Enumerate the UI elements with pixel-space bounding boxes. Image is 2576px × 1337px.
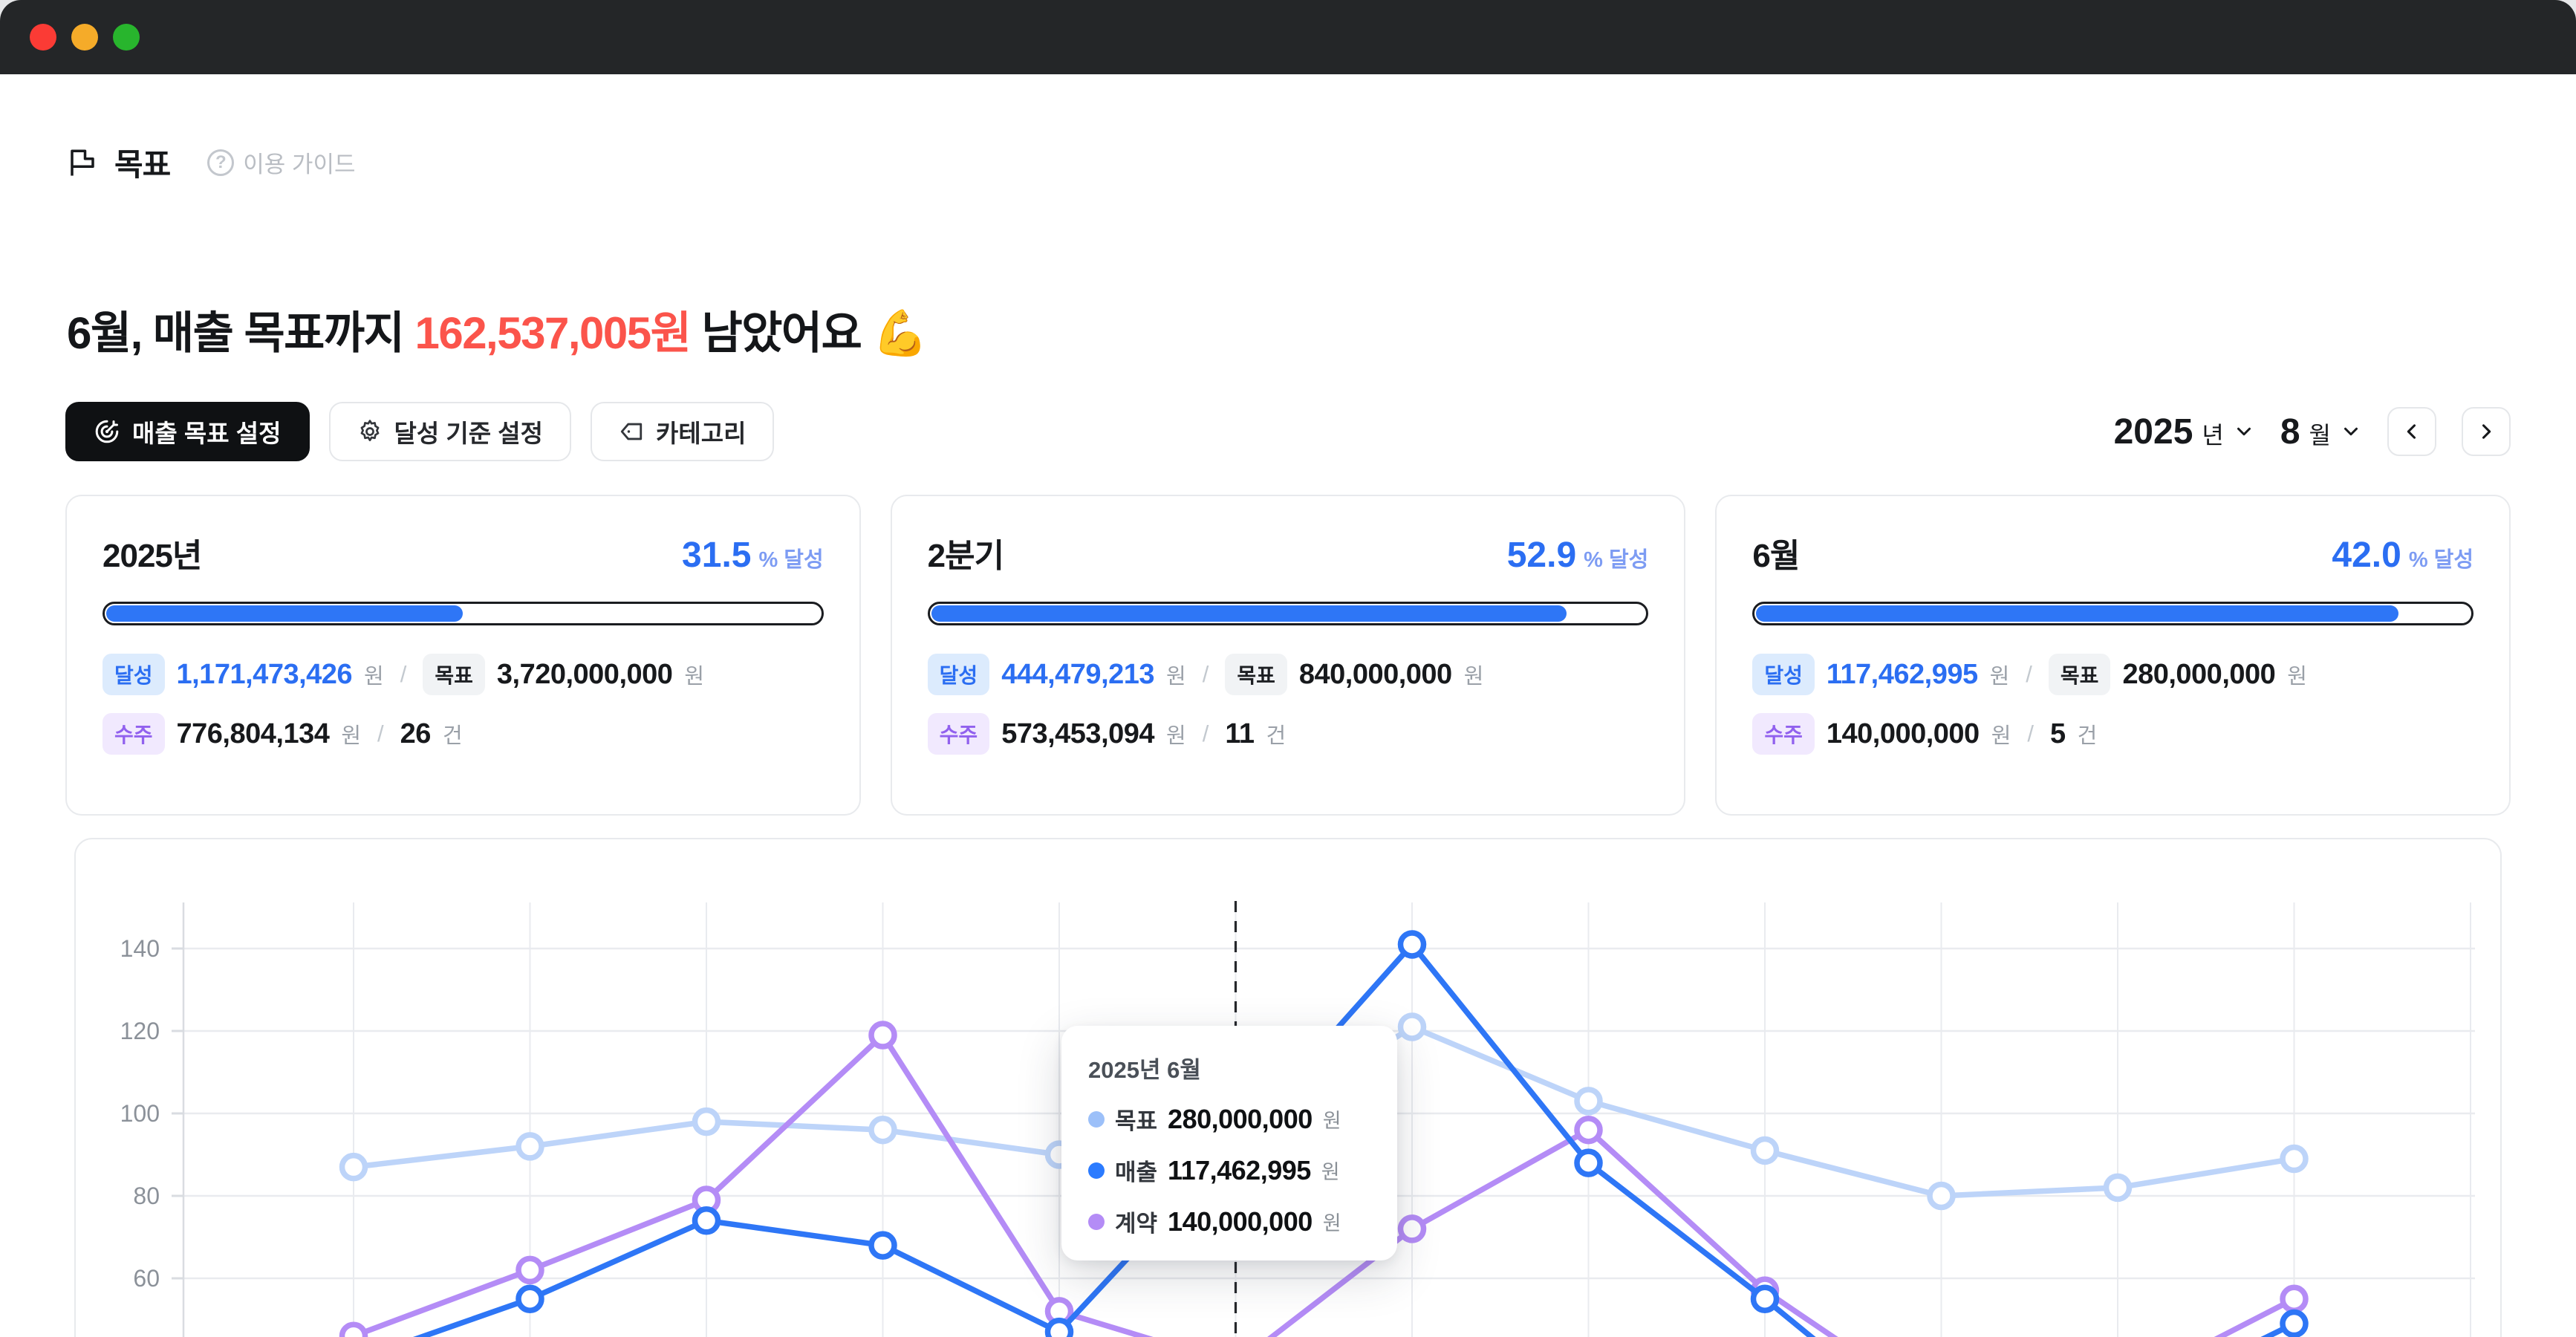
card-title: 2분기	[927, 538, 1004, 574]
orders-badge: 수주	[103, 713, 165, 755]
target-badge: 목표	[423, 654, 485, 695]
achieved-badge: 달성	[1752, 654, 1815, 695]
sales-series-dot	[1088, 1162, 1105, 1179]
achievement-percent: 52.9% 달성	[1506, 536, 1649, 575]
progress-bar	[1752, 602, 2474, 625]
prev-month-button[interactable]	[2387, 407, 2436, 456]
svg-text:100: 100	[120, 1100, 160, 1127]
achieved-value: 444,479,213	[1001, 658, 1155, 690]
target-badge: 목표	[1225, 654, 1287, 695]
achieved-value: 1,171,473,426	[176, 658, 353, 690]
chevron-down-icon	[2237, 427, 2251, 436]
headline-prefix: 6월, 매출 목표까지	[67, 308, 415, 358]
set-sales-goal-button[interactable]: 매출 목표 설정	[65, 402, 310, 461]
chart-tooltip: 2025년 6월 목표 280,000,000 원 매출 117,462,995…	[1061, 1026, 1397, 1260]
tag-icon	[619, 419, 644, 444]
next-month-button[interactable]	[2462, 407, 2511, 456]
contract-series-dot	[1088, 1213, 1105, 1230]
tooltip-title: 2025년 6월	[1088, 1057, 1201, 1083]
chevron-down-icon	[2344, 427, 2358, 436]
orders-row: 수주 776,804,134 원 / 26 건	[103, 713, 824, 755]
minimize-window-button[interactable]	[71, 24, 98, 51]
target-badge: 목표	[2048, 654, 2111, 695]
chevron-left-icon	[2407, 424, 2416, 439]
achieved-vs-target-row: 달성 117,462,995 원 / 목표 280,000,000 원	[1752, 654, 2473, 695]
card-title: 6월	[1752, 538, 1800, 574]
gear-icon	[357, 419, 383, 444]
orders-count: 11	[1225, 718, 1255, 749]
goal-trend-chart-card: 140120100806040 2025년 6월 목표 280,000,000 …	[74, 838, 2502, 1337]
category-button[interactable]: 카테고리	[591, 402, 775, 461]
fullscreen-window-button[interactable]	[113, 24, 140, 51]
page-content: 목표 ? 이용 가이드 6월, 매출 목표까지 162,537,005원 남았어…	[0, 74, 2576, 1337]
target-value: 3,720,000,000	[496, 658, 673, 690]
month-unit: 월	[2309, 421, 2331, 449]
month-picker[interactable]: 8 월	[2280, 411, 2362, 452]
progress-bar	[927, 602, 1649, 625]
close-window-button[interactable]	[30, 24, 56, 51]
orders-value: 573,453,094	[1001, 718, 1155, 749]
orders-badge: 수주	[1752, 713, 1815, 755]
svg-text:140: 140	[120, 935, 160, 962]
headline-suffix: 남았어요 💪	[690, 308, 928, 358]
target-value: 840,000,000	[1298, 658, 1452, 690]
usage-guide-link[interactable]: ? 이용 가이드	[207, 146, 356, 179]
achieved-vs-target-row: 달성 444,479,213 원 / 목표 840,000,000 원	[927, 654, 1649, 695]
flag-icon	[67, 146, 98, 179]
page-title: 목표	[114, 147, 171, 182]
tooltip-row-target: 목표 280,000,000 원	[1088, 1102, 1370, 1136]
year-unit: 년	[2202, 421, 2224, 449]
year-value: 2025	[2113, 411, 2193, 452]
card-title: 2025년	[103, 538, 202, 574]
orders-value: 776,804,134	[176, 718, 330, 749]
achieved-badge: 달성	[927, 654, 990, 695]
kpi-cards-row: 2025년 31.5% 달성 달성 1,171,473,426 원 / 목표 3…	[65, 495, 2511, 816]
achieved-value: 117,462,995	[1826, 658, 1978, 690]
kpi-card-month: 6월 42.0% 달성 달성 117,462,995 원 / 목표 280,00…	[1715, 495, 2511, 816]
year-picker[interactable]: 2025 년	[2114, 411, 2255, 452]
achieved-badge: 달성	[103, 654, 165, 695]
window-titlebar	[0, 0, 2576, 74]
toolbar: 매출 목표 설정 달성 기준 설정 카테고리	[65, 401, 2511, 462]
orders-count: 5	[2050, 718, 2066, 749]
set-sales-goal-label: 매출 목표 설정	[132, 420, 282, 447]
headline: 6월, 매출 목표까지 162,537,005원 남았어요 💪	[67, 297, 928, 362]
tooltip-row-sales: 매출 117,462,995 원	[1088, 1154, 1370, 1187]
target-series-dot	[1088, 1110, 1105, 1128]
category-label: 카테고리	[656, 420, 747, 447]
set-criteria-button[interactable]: 달성 기준 설정	[328, 402, 571, 461]
orders-row: 수주 573,453,094 원 / 11 건	[927, 713, 1649, 755]
achievement-percent: 31.5% 달성	[682, 536, 824, 575]
kpi-card-year: 2025년 31.5% 달성 달성 1,171,473,426 원 / 목표 3…	[65, 495, 861, 816]
chevron-right-icon	[2482, 424, 2491, 439]
period-selector: 2025 년 8 월	[2114, 407, 2511, 456]
achievement-percent: 42.0% 달성	[2332, 536, 2474, 575]
progress-bar	[103, 602, 824, 625]
page-header: 목표 ? 이용 가이드	[67, 140, 356, 185]
kpi-card-quarter: 2분기 52.9% 달성 달성 444,479,213 원 / 목표 840,0…	[890, 495, 1686, 816]
usage-guide-label: 이용 가이드	[243, 152, 356, 178]
help-icon: ?	[207, 149, 235, 176]
orders-count: 26	[400, 718, 432, 749]
orders-row: 수주 140,000,000 원 / 5 건	[1752, 713, 2473, 755]
month-value: 8	[2280, 411, 2300, 452]
achieved-vs-target-row: 달성 1,171,473,426 원 / 목표 3,720,000,000 원	[103, 654, 824, 695]
headline-amount: 162,537,005원	[414, 308, 691, 358]
tooltip-row-contract: 계약 140,000,000 원	[1088, 1205, 1370, 1238]
orders-value: 140,000,000	[1826, 718, 1980, 749]
target-icon	[94, 418, 120, 445]
svg-text:120: 120	[120, 1018, 160, 1044]
target-value: 280,000,000	[2122, 658, 2276, 690]
svg-text:80: 80	[133, 1183, 160, 1209]
set-criteria-label: 달성 기준 설정	[394, 420, 544, 447]
svg-text:60: 60	[133, 1265, 160, 1292]
orders-badge: 수주	[927, 713, 990, 755]
